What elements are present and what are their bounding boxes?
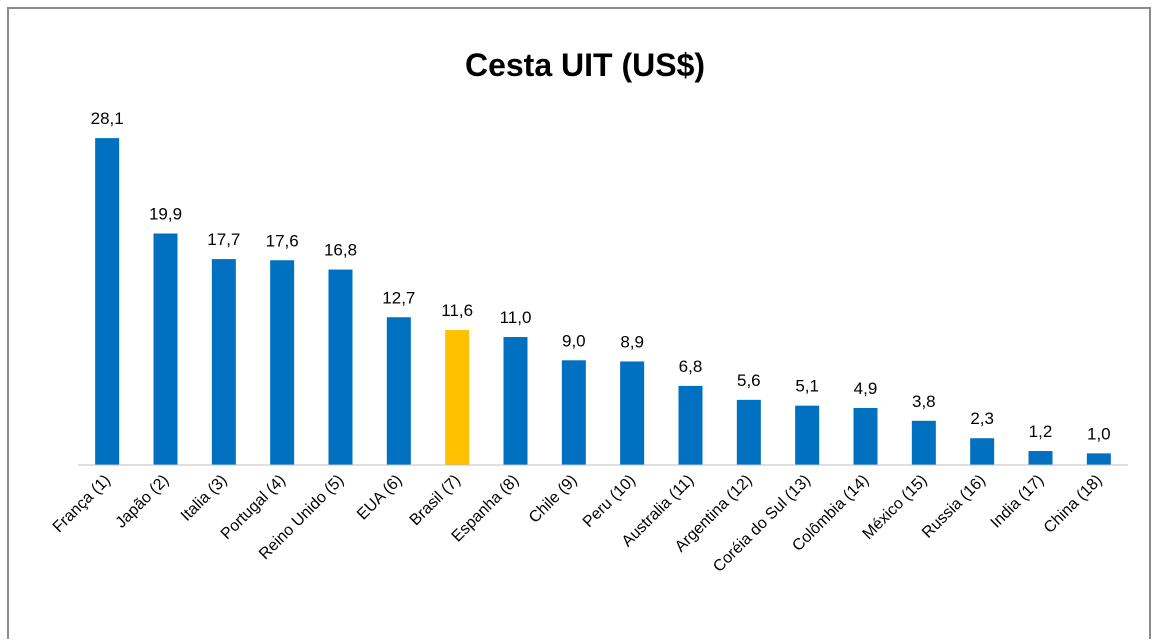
bar bbox=[95, 138, 120, 465]
bar bbox=[1086, 453, 1111, 465]
chart-frame bbox=[7, 7, 1151, 644]
data-label: 1,2 bbox=[1029, 422, 1053, 441]
bar bbox=[445, 330, 470, 465]
data-label: 8,9 bbox=[620, 332, 644, 351]
bar bbox=[736, 399, 761, 465]
chart-title: Cesta UIT (US$) bbox=[465, 47, 705, 83]
data-label: 17,6 bbox=[266, 231, 299, 250]
bar bbox=[678, 385, 703, 465]
data-label: 4,9 bbox=[854, 379, 878, 398]
bar bbox=[620, 361, 645, 465]
data-label: 5,6 bbox=[737, 371, 761, 390]
bar bbox=[561, 360, 586, 465]
bar bbox=[386, 317, 411, 465]
data-label: 1,0 bbox=[1087, 424, 1111, 443]
bar bbox=[211, 259, 236, 465]
data-label: 28,1 bbox=[91, 109, 124, 128]
bar bbox=[503, 337, 528, 465]
data-label: 11,0 bbox=[500, 308, 532, 327]
data-label: 3,8 bbox=[912, 392, 936, 411]
bar bbox=[270, 260, 295, 465]
bar bbox=[153, 233, 178, 465]
bar bbox=[795, 405, 820, 465]
bar bbox=[328, 269, 353, 465]
data-label: 6,8 bbox=[679, 357, 703, 376]
data-label: 16,8 bbox=[324, 241, 357, 260]
data-label: 19,9 bbox=[149, 204, 182, 223]
data-label: 17,7 bbox=[207, 230, 240, 249]
data-label: 9,0 bbox=[562, 331, 586, 350]
bar bbox=[853, 407, 878, 465]
data-label: 2,3 bbox=[970, 409, 994, 428]
data-label: 12,7 bbox=[382, 288, 415, 307]
bar bbox=[911, 420, 936, 465]
data-label: 5,1 bbox=[795, 377, 819, 396]
data-label: 11,6 bbox=[441, 301, 473, 320]
bar bbox=[970, 438, 995, 465]
bar bbox=[1028, 451, 1053, 465]
